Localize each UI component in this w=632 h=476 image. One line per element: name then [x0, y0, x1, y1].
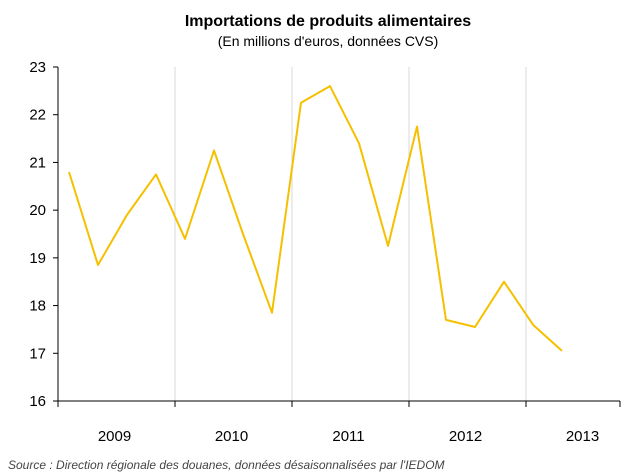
- x-tick-label: 2010: [215, 428, 248, 445]
- chart-source: Source : Direction régionale des douanes…: [8, 458, 445, 472]
- series-line: [68, 85, 563, 352]
- y-tick-label: 23: [29, 59, 46, 76]
- grid: [174, 67, 527, 401]
- y-tick-label: 17: [29, 345, 46, 362]
- y-tick-label: 22: [29, 107, 46, 124]
- chart-title: Importations de produits alimentaires: [185, 13, 471, 30]
- y-tick-label: 19: [29, 250, 46, 267]
- y-tick-label: 16: [29, 393, 46, 410]
- chart-subtitle: (En millions d'euros, données CVS): [218, 33, 439, 49]
- x-tick-label: 2011: [332, 428, 364, 445]
- x-tick-label: 2009: [98, 428, 131, 445]
- y-tick-label: 20: [29, 202, 46, 219]
- tick-labels: 16 17 18 19 20 21 22 23 2009 2010 2011 2012 2013: [29, 59, 599, 445]
- series: [68, 85, 563, 352]
- y-tick-label: 21: [29, 154, 46, 171]
- y-tick-label: 18: [29, 298, 46, 315]
- axes: [53, 66, 621, 407]
- x-tick-label: 2013: [566, 428, 599, 445]
- x-tick-label: 2012: [449, 428, 482, 445]
